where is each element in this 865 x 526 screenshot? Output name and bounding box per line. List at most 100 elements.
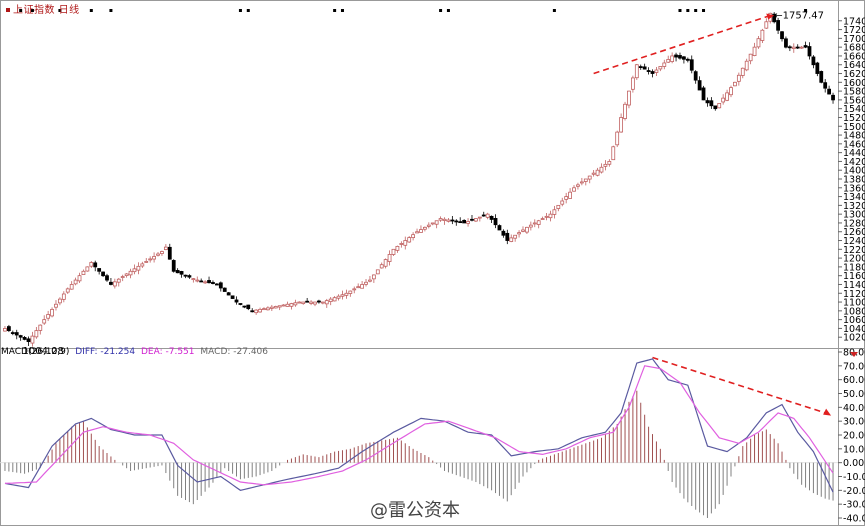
candle-body: [320, 301, 325, 304]
candle-body: [246, 304, 251, 310]
event-marker: [552, 9, 556, 12]
price-tick-label: 1540: [843, 104, 865, 115]
candle-body: [344, 292, 349, 296]
candle-body: [85, 266, 90, 272]
candle-body: [579, 181, 584, 184]
candle-body: [525, 226, 529, 233]
candle-body: [297, 301, 302, 304]
macd-tick-label: 20.00: [843, 431, 865, 442]
price-tick-label: 1320: [843, 201, 865, 212]
price-tick-label: 1120: [843, 289, 865, 300]
price-trendline-arrow: [766, 13, 775, 20]
candle-body: [226, 292, 231, 296]
candle-body: [646, 70, 651, 72]
candle-body: [568, 191, 572, 199]
candle-body: [30, 335, 35, 344]
candle-body: [156, 253, 160, 256]
price-tick-label: 1600: [843, 78, 865, 89]
candle-body: [466, 221, 470, 224]
candle-body: [501, 230, 506, 236]
candle-body: [752, 46, 757, 56]
candle-body: [450, 219, 455, 222]
candle-body: [6, 326, 11, 332]
candle-body: [120, 276, 125, 278]
candle-body: [576, 184, 580, 187]
candle-body: [744, 60, 749, 71]
candle-body: [203, 281, 208, 284]
macd-tick-label: 40.00: [843, 403, 865, 414]
macd-tick-label: -20.00: [843, 486, 865, 497]
candle-body: [662, 62, 667, 67]
event-marker: [238, 9, 242, 12]
macd-legend: MACD(26,12,9) DIFF: -21.254 DEA: -7.551 …: [1, 347, 268, 357]
chart-title: 上证指数 日线: [6, 1, 80, 16]
price-tick-label: 1080: [843, 306, 865, 317]
candle-body: [289, 303, 294, 307]
candle-body: [10, 332, 15, 334]
candle-body: [332, 297, 337, 302]
candle-body: [717, 103, 722, 109]
candle-body: [50, 308, 54, 317]
candle-body: [167, 246, 172, 260]
candle-body: [379, 264, 384, 269]
candle-body: [689, 59, 694, 71]
price-tick-label: 1680: [843, 43, 865, 54]
candle-body: [101, 271, 105, 277]
candle-body: [230, 295, 235, 299]
candle-body: [823, 82, 828, 89]
price-tick-label: 1340: [843, 192, 865, 203]
event-marker: [686, 9, 690, 12]
min-price-label: 1004.08: [23, 346, 64, 357]
candle-body: [399, 243, 404, 245]
candle-body: [811, 56, 816, 66]
candle-body: [273, 306, 278, 309]
candle-body: [517, 232, 521, 235]
candle-body: [513, 234, 518, 239]
candle-body: [807, 46, 812, 57]
y-axes: 1020104010601080110011201140116011801200…: [838, 0, 865, 526]
candle-body: [780, 31, 784, 40]
candle-body: [701, 87, 706, 101]
macd-tick-label: -10.00: [843, 472, 865, 483]
candle-body: [281, 304, 286, 307]
candle-body: [795, 46, 800, 49]
candle-body: [368, 279, 372, 282]
event-marker: [58, 9, 62, 12]
candle-body: [218, 282, 223, 289]
candle-body: [493, 218, 498, 226]
price-tick-label: 1580: [843, 87, 865, 98]
macd-tick-label: 70.00: [843, 361, 865, 372]
candle-body: [619, 117, 624, 133]
candle-body: [46, 314, 51, 319]
candle-body: [160, 251, 164, 254]
candle-body: [678, 55, 682, 59]
price-tick-label: 1180: [843, 262, 865, 273]
event-marker: [446, 9, 450, 12]
price-tick-label: 1360: [843, 183, 865, 194]
price-tick-label: 1500: [843, 122, 865, 133]
candle-body: [458, 221, 463, 224]
candle-body: [438, 218, 443, 221]
candle-body: [163, 246, 168, 251]
candle-body: [144, 261, 149, 263]
candle-body: [587, 175, 592, 180]
price-tick-label: 1100: [843, 298, 865, 309]
candle-body: [336, 295, 341, 299]
candle-body: [97, 268, 102, 272]
price-tick-label: 1740: [843, 16, 865, 27]
candle-body: [426, 224, 431, 227]
candle-body: [411, 234, 416, 239]
candle-body: [54, 303, 58, 308]
candle-body: [540, 218, 545, 220]
candle-body: [485, 213, 490, 218]
candle-body: [709, 100, 714, 107]
candle-body: [827, 88, 832, 95]
candle-body: [736, 74, 741, 82]
candle-body: [187, 275, 192, 278]
price-tick-label: 1660: [843, 51, 865, 62]
candle-body: [422, 226, 427, 230]
candle-body: [446, 219, 451, 222]
candle-body: [371, 274, 376, 280]
event-marker: [30, 9, 34, 12]
candle-body: [89, 262, 94, 267]
